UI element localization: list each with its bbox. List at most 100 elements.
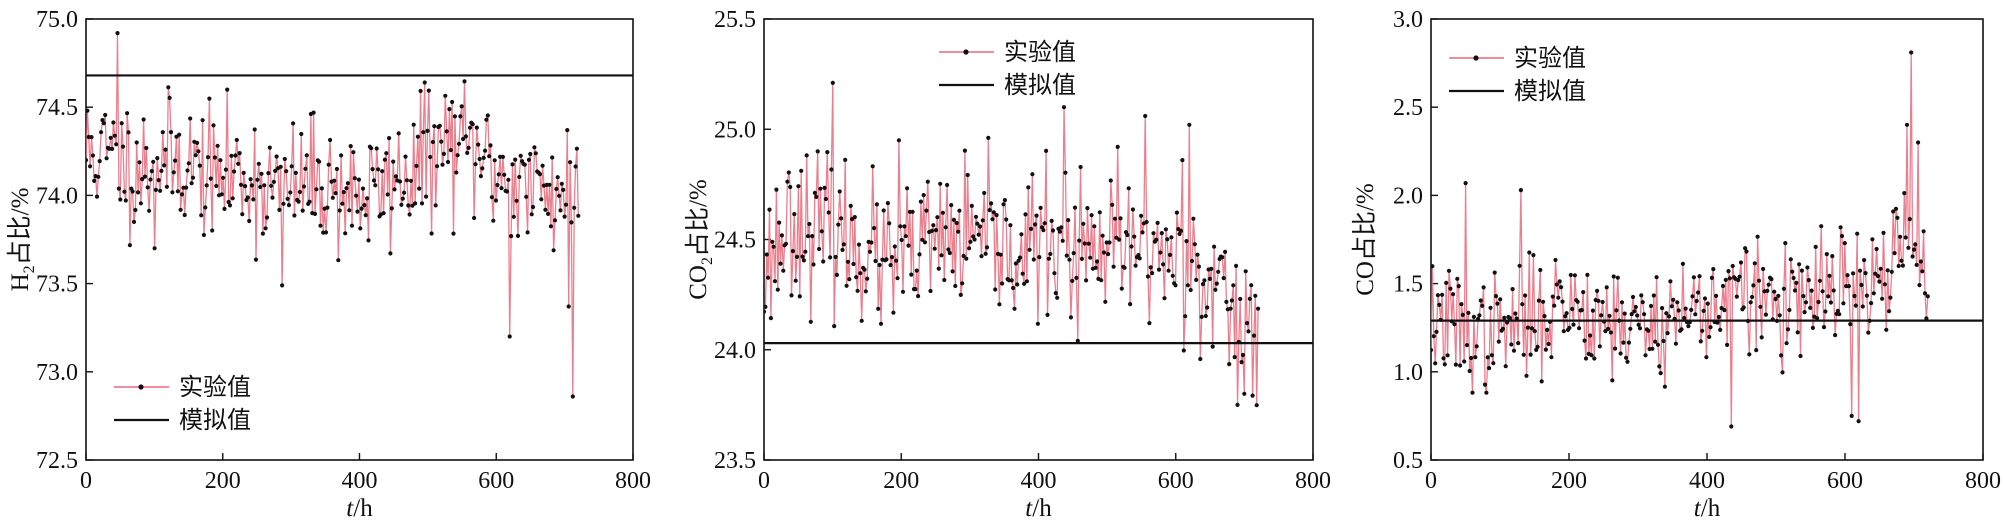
experimental-point [1064,253,1069,258]
experimental-point [841,242,846,247]
experimental-point [1020,271,1025,276]
y-axis-label: H2占比/% [6,188,38,292]
experimental-point [525,230,530,235]
experimental-point [1066,218,1071,223]
experimental-point [118,197,123,202]
experimental-point [924,208,929,213]
experimental-point [1878,266,1883,271]
experimental-point [1686,324,1691,329]
experimental-point [1629,312,1634,317]
experimental-point [123,198,128,203]
experimental-point [949,203,954,208]
experimental-point [133,207,138,213]
experimental-point [163,147,168,152]
experimental-point [1855,231,1860,236]
experimental-point [1072,205,1078,210]
experimental-point [929,228,935,233]
experimental-point [778,261,783,266]
experimental-point [1755,234,1760,239]
experimental-point [1235,402,1240,407]
experimental-point [1031,257,1036,262]
experimental-point [1790,269,1795,274]
experimental-point [1162,296,1167,301]
experimental-point [1431,264,1435,269]
experimental-point [1008,223,1013,228]
experimental-point [363,213,368,218]
experimental-point [1195,252,1200,257]
experimental-point [892,244,897,249]
experimental-point [177,132,182,137]
experimental-point [913,287,918,292]
experimental-point [1532,329,1537,334]
experimental-point [1125,232,1130,238]
experimental-point [223,167,228,172]
experimental-point [785,179,790,184]
experimental-point [286,203,292,208]
experimental-point [524,194,529,199]
experimental-point [170,190,175,195]
experimental-point [219,192,224,197]
experimental-point [502,172,507,177]
experimental-point [1434,329,1439,334]
experimental-point [201,232,206,238]
experimental-line [86,33,579,397]
experimental-point [403,154,408,159]
experimental-point [116,186,121,191]
experimental-point [193,153,198,158]
experimental-point [1714,293,1719,298]
experimental-point [225,87,230,92]
experimental-point [1224,299,1229,304]
experimental-point [300,208,305,213]
experimental-point [429,231,434,236]
experimental-point [1910,254,1915,259]
experimental-point [1758,304,1763,309]
experimental-point [238,182,244,187]
experimental-point [557,193,562,198]
experimental-point [811,262,816,267]
legend-marker-experimental [138,384,144,390]
experimental-point [158,188,163,193]
experimental-point [1870,237,1875,242]
experimental-point [950,269,955,274]
experimental-point [1691,275,1696,280]
experimental-point [818,186,823,191]
experimental-point [958,292,963,297]
experimental-point [1451,292,1456,297]
experimental-point [1751,283,1756,288]
experimental-point [334,166,339,172]
experimental-point [421,130,426,135]
experimental-point [1227,362,1232,367]
experimental-point [909,272,914,277]
experimental-point [1604,285,1609,290]
experimental-point [786,170,791,175]
experimental-point [1192,242,1197,247]
experimental-point [156,178,161,183]
experimental-point [474,125,479,130]
experimental-point [1254,403,1259,408]
experimental-point [1787,307,1792,313]
experimental-point [1727,276,1732,281]
experimental-point [1101,250,1107,255]
experimental-point [1583,356,1589,361]
x-tick-label: 0 [1425,468,1437,494]
experimental-point [281,201,286,206]
experimental-point [1474,344,1479,349]
experimental-point [1694,298,1699,304]
experimental-point [1107,240,1112,245]
experimental-point [1828,300,1833,305]
experimental-point [164,184,169,189]
experimental-point [507,334,512,339]
experimental-point [1597,344,1602,349]
experimental-point [354,193,359,198]
experimental-point [921,193,926,198]
experimental-point [1851,271,1856,276]
experimental-point [1785,327,1791,332]
experimental-point [1921,229,1926,234]
experimental-point [1833,333,1838,338]
experimental-point [1809,288,1814,293]
experimental-point [1095,259,1100,264]
experimental-point [1140,230,1145,235]
legend-label-experimental: 实验值 [1514,44,1586,72]
experimental-point [568,160,573,165]
